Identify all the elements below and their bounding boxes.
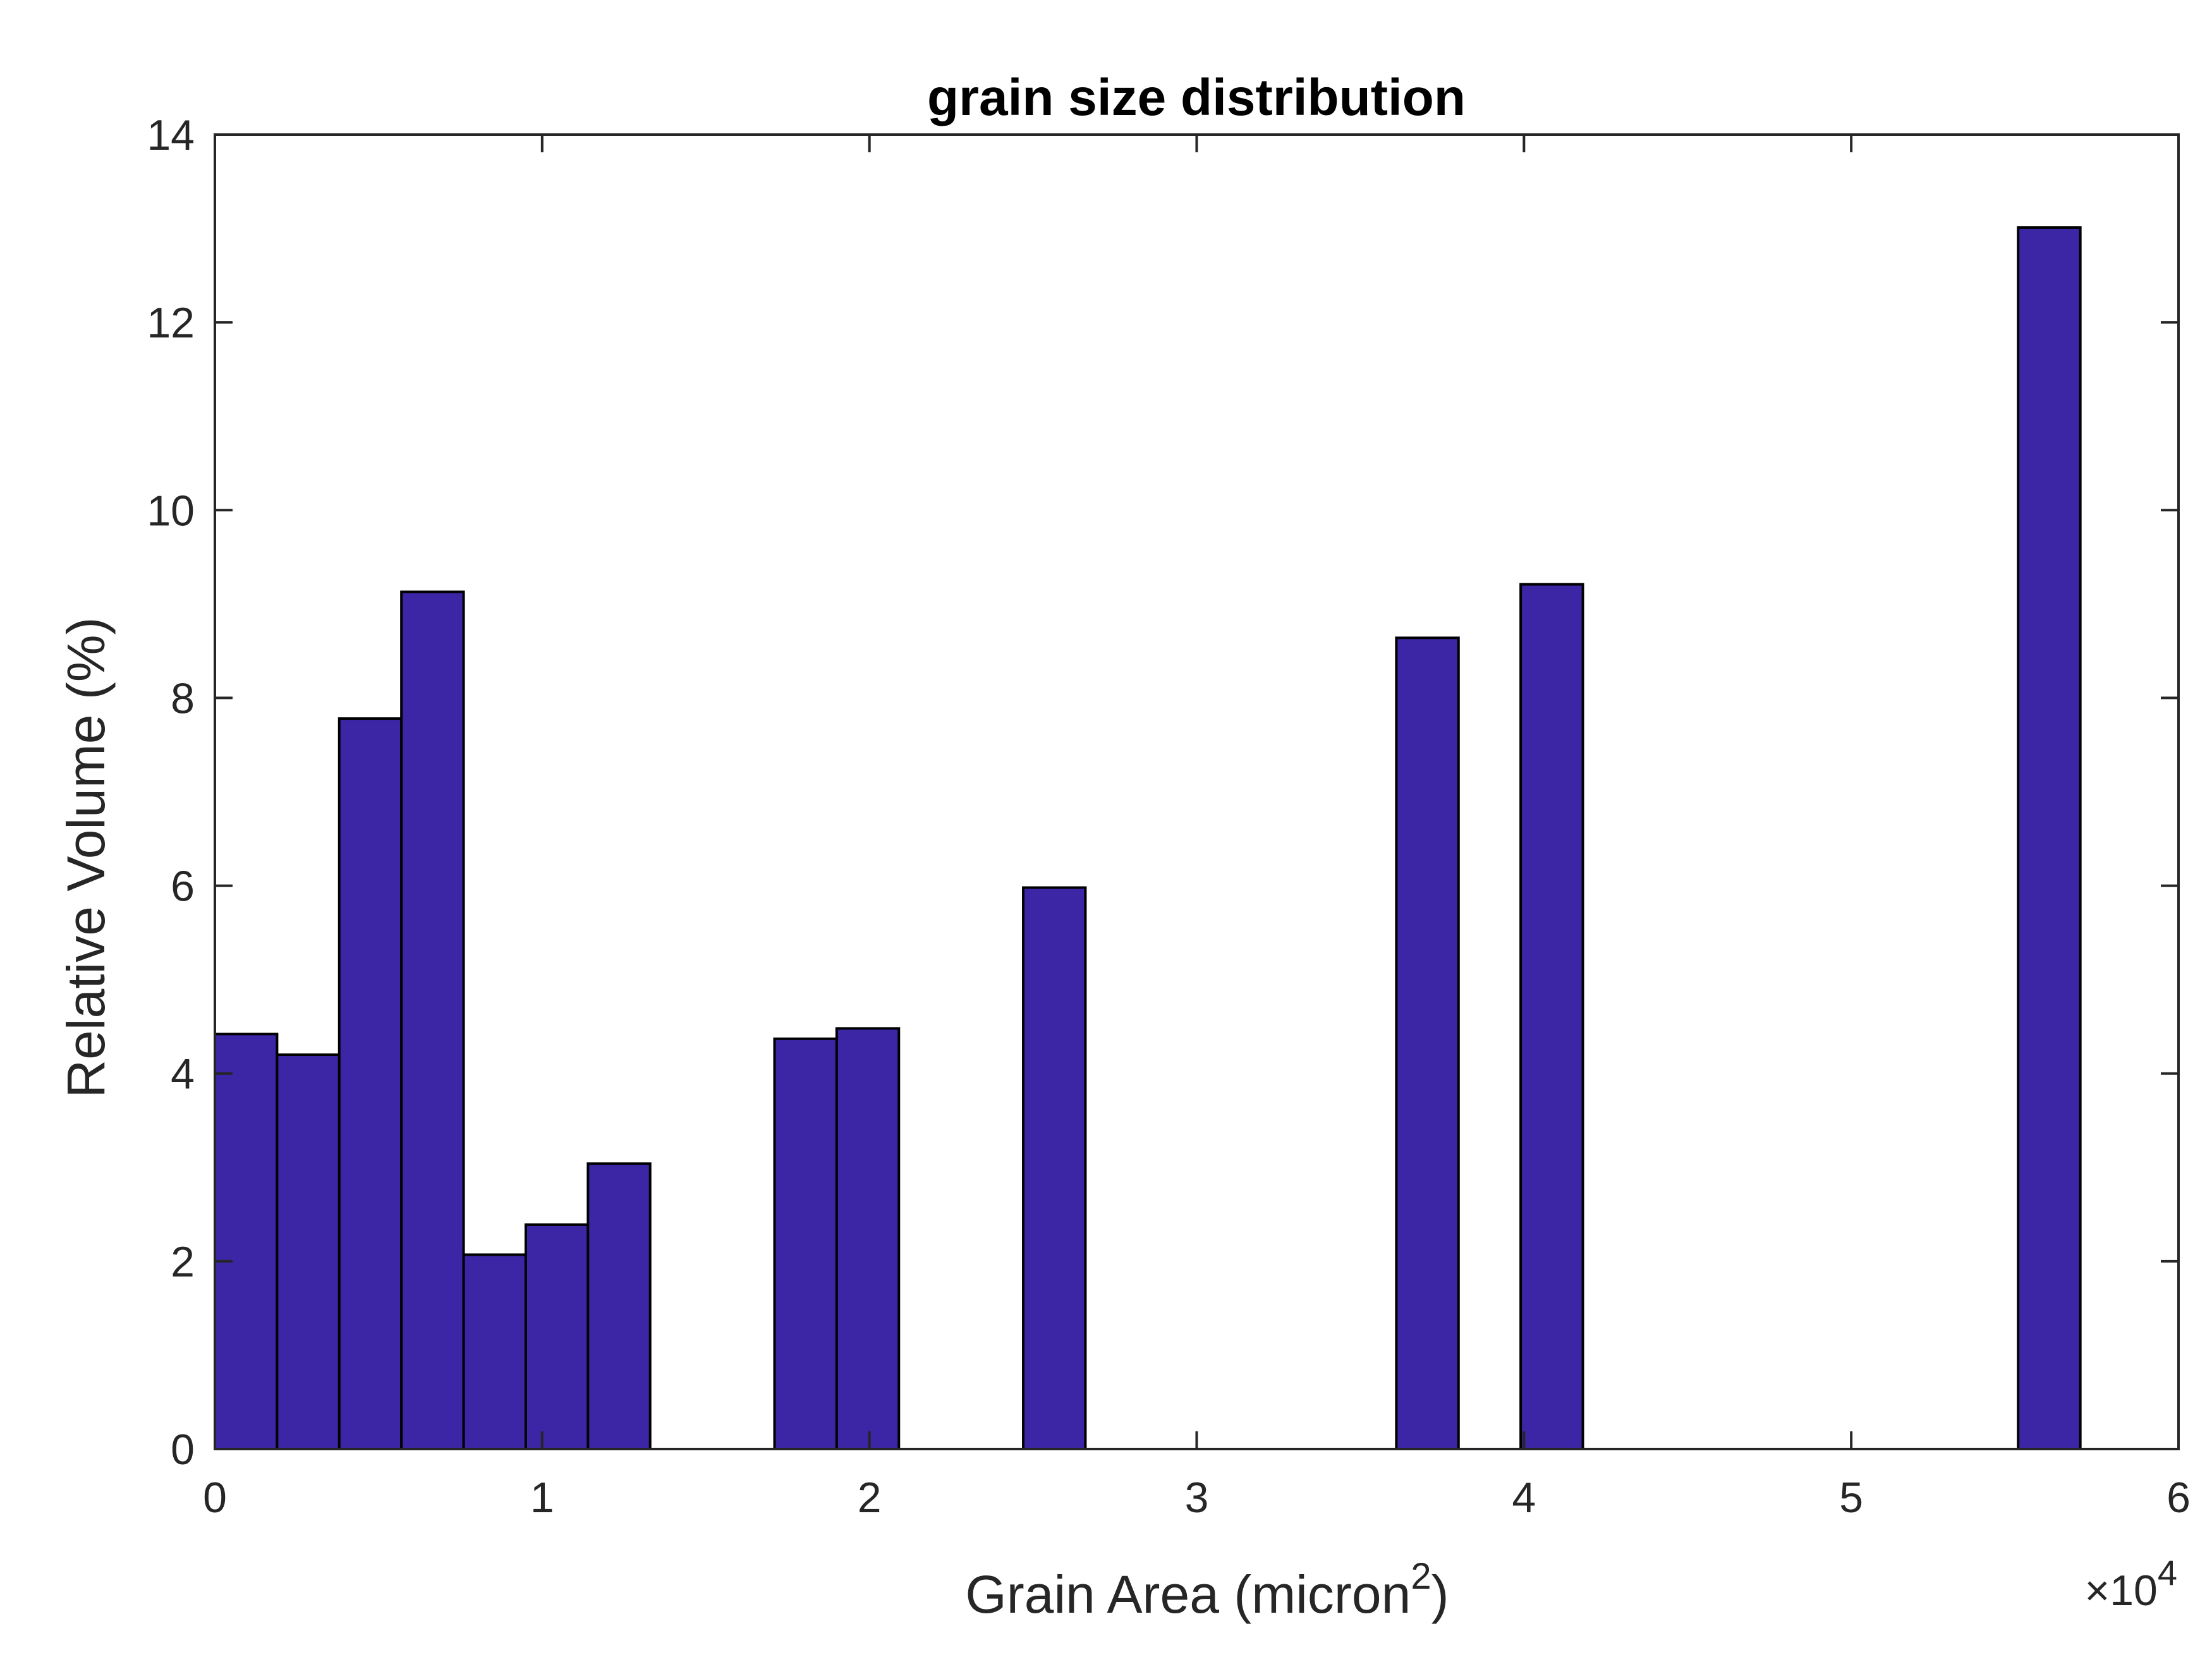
- y-axis-label: Relative Volume (%): [56, 617, 116, 1098]
- histogram-bar-2: [276, 1053, 341, 1450]
- histogram-bar-5: [462, 1253, 527, 1450]
- x-tick-label-1: 1: [530, 1474, 554, 1522]
- y-tick-label-8: 8: [171, 674, 195, 722]
- y-tick-label-2: 2: [171, 1238, 195, 1286]
- y-tick-label-12: 12: [147, 299, 195, 347]
- histogram-bar-8: [773, 1037, 838, 1450]
- x-tick-label-5: 5: [1839, 1474, 1863, 1522]
- histogram-bar-3: [337, 717, 403, 1450]
- histogram-bar-12: [1519, 583, 1584, 1451]
- y-tick-label-14: 14: [147, 111, 195, 159]
- x-axis-label: Grain Area (micron2): [965, 1556, 1449, 1624]
- histogram-bar-7: [586, 1162, 652, 1451]
- histogram-bar-4: [400, 590, 465, 1450]
- chart-title: grain size distribution: [927, 69, 1466, 126]
- histogram-bar-13: [2017, 226, 2082, 1451]
- x-axis-label-main: Grain Area (micron: [965, 1565, 1411, 1624]
- histogram-bar-6: [524, 1223, 590, 1451]
- x-axis-exponent: ×104: [2084, 1553, 2177, 1615]
- x-axis-exponent-base: ×10: [2084, 1567, 2157, 1615]
- x-axis-exponent-power: 4: [2158, 1553, 2177, 1592]
- x-axis-label-superscript: 2: [1411, 1556, 1431, 1597]
- y-tick-label-0: 0: [171, 1426, 195, 1474]
- x-tick-label-3: 3: [1185, 1474, 1209, 1522]
- y-tick-label-10: 10: [147, 487, 195, 535]
- x-tick-label-6: 6: [2166, 1474, 2191, 1522]
- x-tick-label-2: 2: [858, 1474, 882, 1522]
- histogram-bar-9: [835, 1027, 901, 1450]
- histogram-bar-1: [214, 1033, 279, 1451]
- x-tick-label-4: 4: [1512, 1474, 1536, 1522]
- x-axis-label-end: ): [1431, 1565, 1449, 1624]
- x-tick-label-0: 0: [203, 1474, 227, 1522]
- y-tick-label-4: 4: [171, 1050, 195, 1098]
- histogram-bar-10: [1022, 886, 1087, 1450]
- bars-layer: [214, 226, 2082, 1451]
- y-tick-label-6: 6: [171, 863, 195, 911]
- histogram-bar-11: [1395, 636, 1460, 1450]
